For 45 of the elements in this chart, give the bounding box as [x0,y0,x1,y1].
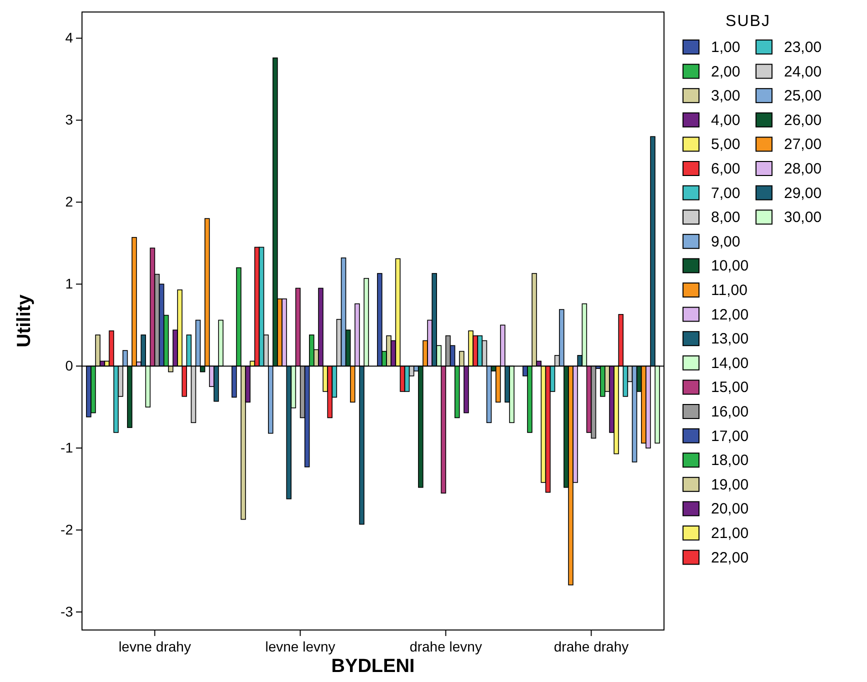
legend-label: 5,00 [711,136,740,154]
legend-label: 23,00 [784,39,822,56]
y-axis-title: Utility [14,294,35,348]
x-tick-label: levne levny [265,638,336,655]
legend-label: 25,00 [784,88,822,105]
x-tick-label: drahe drahy [554,638,629,655]
legend-label: 1,00 [711,39,740,56]
legend-label: 20,00 [711,500,749,518]
legend-title: SUBJ [726,13,770,30]
legend-label: 26,00 [784,112,822,129]
legend-label: 18,00 [711,452,749,470]
y-tick-label: -1 [60,440,74,456]
legend-label: 21,00 [711,525,749,542]
legend-label: 17,00 [711,428,749,445]
legend-label: 2,00 [711,63,740,80]
legend-label: 10,00 [711,258,749,275]
y-tick-label: -3 [60,603,74,620]
legend-label: 19,00 [711,476,749,494]
legend-label: 30,00 [784,209,822,226]
y-tick-label: 3 [65,112,74,128]
legend-label: 13,00 [711,330,749,348]
legend-label: 14,00 [711,354,749,372]
legend-label: 15,00 [711,379,749,396]
x-tick-label: drahe levny [410,638,482,655]
y-tick-label: 4 [65,30,74,46]
legend-label: 28,00 [784,160,822,178]
legend-label: 12,00 [711,306,749,324]
legend-label: 16,00 [711,404,749,420]
legend-label: 3,00 [711,88,740,105]
y-tick-label: 1 [65,276,74,292]
legend-label: 6,00 [711,160,740,178]
legend-label: 22,00 [711,549,749,566]
legend-label: 29,00 [784,184,822,202]
legend-label: 11,00 [711,282,748,299]
legend-label: 4,00 [711,112,740,129]
y-tick-label: -2 [60,521,74,538]
legend-label: 7,00 [711,184,740,202]
y-tick-label: 2 [65,194,74,210]
x-axis-title: BYDLENI [331,656,415,677]
legend-label: 27,00 [784,136,822,154]
legend-label: 8,00 [711,209,740,226]
legend-label: 24,00 [784,63,822,80]
y-tick-label: 0 [65,358,74,374]
legend-label: 9,00 [711,233,740,250]
x-tick-label: levne drahy [118,638,191,655]
